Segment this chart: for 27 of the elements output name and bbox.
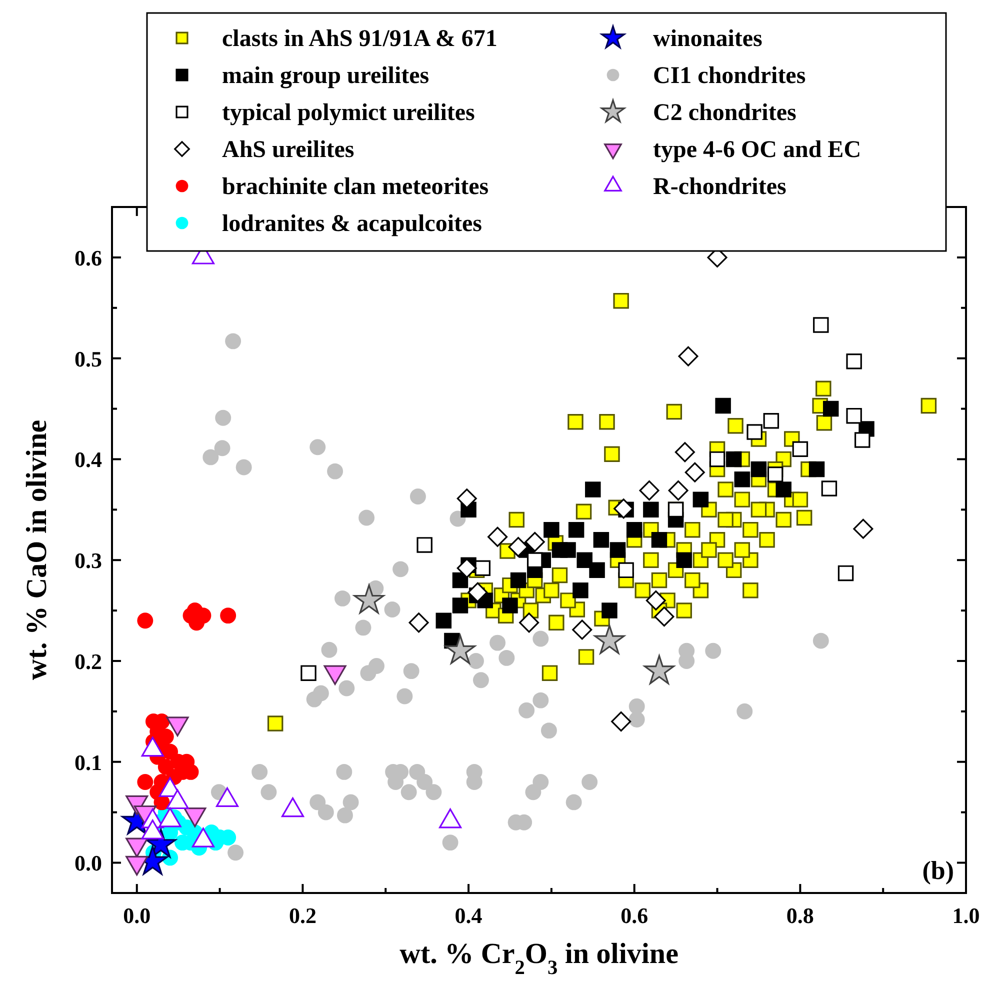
y-tick-label: 0.0	[74, 850, 102, 876]
legend-label: R-chondrites	[653, 174, 786, 200]
legend-label: AhS ureilites	[222, 137, 354, 163]
x-axis-title: wt. % Cr$_{2}$O$_{3}$ in olivine	[400, 938, 679, 979]
y-tick-label: 0.4	[74, 447, 102, 472]
y-axis-title: wt. % CaO in olivine	[21, 420, 53, 680]
legend-label: clasts in AhS 91/91A & 671	[222, 26, 498, 52]
y-tick-label: 0.5	[74, 346, 102, 372]
annotation: (b)	[922, 856, 954, 885]
y-tick-label: 0.6	[74, 245, 102, 270]
legend-label: typical polymict ureilites	[222, 100, 475, 126]
x-tick-label: 1.0	[952, 903, 980, 928]
legend-label: winonaites	[653, 26, 762, 52]
x-tick-label: 0.0	[123, 903, 151, 928]
legend-label: brachinite clan meteorites	[222, 174, 489, 200]
x-tick-label: 0.8	[786, 903, 814, 928]
y-tick-label: 0.1	[74, 750, 102, 775]
x-tick-label: 0.6	[620, 903, 648, 928]
y-tick-label: 0.3	[74, 548, 102, 574]
legend-label: lodranites & acapulcoites	[222, 211, 482, 237]
x-tick-label: 0.4	[454, 903, 482, 928]
legend-label: main group ureilites	[222, 63, 430, 89]
y-tick-label: 0.2	[74, 648, 102, 674]
legend-label: type 4-6 OC and EC	[653, 137, 862, 163]
legend-label: CI1 chondrites	[653, 63, 806, 89]
legend-label: C2 chondrites	[653, 100, 796, 126]
x-tick-label: 0.2	[288, 903, 316, 928]
